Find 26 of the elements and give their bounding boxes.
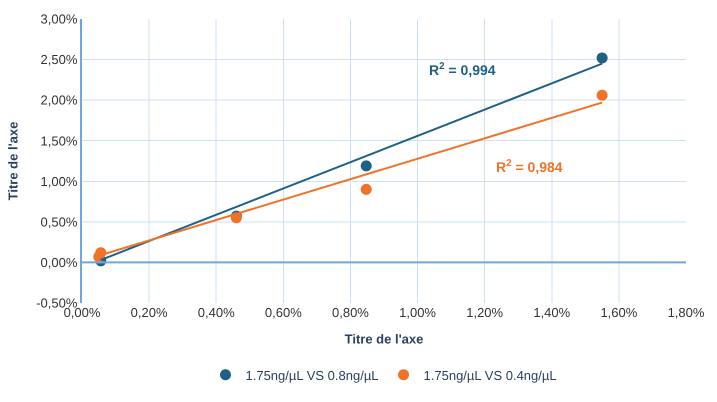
annotation: R$^{2}$ = 0,994 [429, 61, 496, 78]
y-tick-label: 2,00% [40, 92, 78, 108]
point [360, 160, 372, 172]
x-tick-label: 0,60% [264, 305, 302, 320]
y-tick-label: 3,00% [40, 12, 78, 27]
y-axis-title: Titre de l'axe [6, 122, 21, 200]
point [596, 90, 608, 101]
annotation: R$^{2}$ = 0,984 [496, 158, 563, 175]
x-tick-label: 1,40% [533, 305, 571, 320]
y-tick-label: 1,00% [40, 174, 78, 189]
x-axis-title: Titre de l'axe [344, 332, 424, 347]
legend-label: 1.75ng/µL VS 0.4ng/µL [424, 368, 557, 383]
point [360, 184, 372, 195]
y-tick-label: 2,50% [40, 52, 78, 68]
x-tick-label: 0,20% [130, 305, 168, 320]
y-tick-label: 1,50% [40, 133, 78, 148]
legend-label: 1.75ng/µL VS 0.8ng/µL [246, 368, 379, 383]
x-tick-label: 1,60% [600, 305, 638, 320]
x-tick-label: 0,40% [198, 305, 236, 320]
x-tick-label: 0,80% [332, 305, 370, 320]
x-tick-label: 1,80% [668, 305, 705, 320]
x-tick-label: 1,20% [466, 305, 504, 320]
y-tick-label: 0,00% [40, 254, 78, 270]
x-tick-label: 1,00% [399, 305, 436, 320]
y-tick-label: 0,50% [40, 214, 78, 230]
point [596, 52, 608, 64]
